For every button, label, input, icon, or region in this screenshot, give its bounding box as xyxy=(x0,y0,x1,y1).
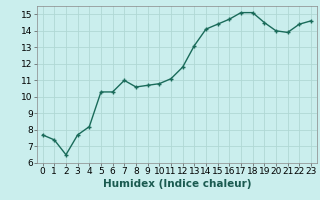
X-axis label: Humidex (Indice chaleur): Humidex (Indice chaleur) xyxy=(102,179,251,189)
